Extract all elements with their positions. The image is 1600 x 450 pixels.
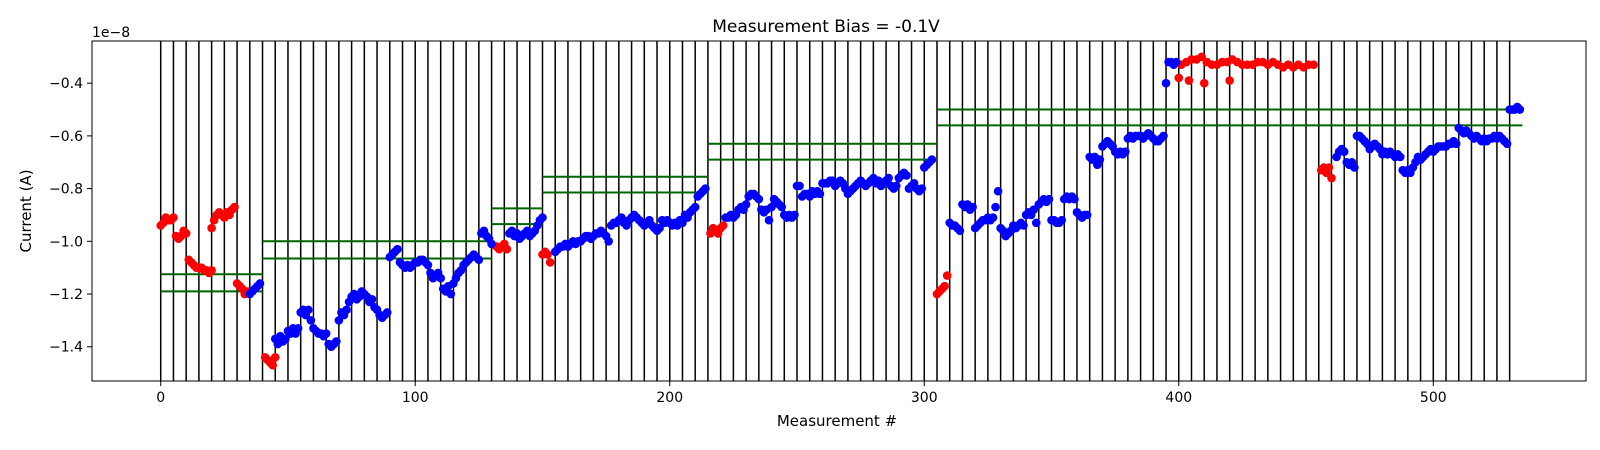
- y-tick-label: −1.2: [49, 287, 83, 303]
- data-point-blue: [474, 255, 484, 265]
- data-point-blue: [955, 226, 965, 236]
- data-point-blue: [988, 213, 998, 222]
- data-point-blue: [754, 194, 764, 204]
- data-point-blue: [604, 237, 613, 246]
- x-axis: 0 100 200 300 400 500: [156, 381, 1447, 406]
- data-point-blue: [1019, 221, 1028, 230]
- y-axis-title: Current (A): [17, 169, 35, 252]
- data-point-red: [169, 213, 178, 222]
- data-point-red: [1324, 163, 1334, 172]
- data-point-blue: [304, 305, 313, 315]
- data-point-red: [940, 281, 949, 291]
- x-tick-label: 200: [656, 390, 683, 406]
- data-point-red: [268, 360, 278, 370]
- data-point-blue: [255, 279, 265, 288]
- data-point-blue: [1070, 194, 1079, 204]
- data-point-blue: [991, 202, 1000, 212]
- data-points: [156, 52, 1525, 370]
- data-point-blue: [446, 289, 456, 299]
- data-point-blue: [436, 273, 445, 283]
- data-point-blue: [902, 171, 911, 180]
- data-point-blue: [764, 215, 774, 225]
- chart-title: Measurement Bias = -0.1V: [712, 17, 940, 37]
- data-point-red: [543, 250, 552, 259]
- data-point-blue: [1031, 218, 1041, 228]
- data-point-blue: [993, 186, 1003, 196]
- data-point-blue: [1395, 152, 1405, 162]
- data-point-blue: [1502, 139, 1512, 149]
- data-point-blue: [927, 155, 937, 164]
- data-point-blue: [393, 244, 402, 254]
- data-point-blue: [1515, 105, 1525, 114]
- data-point-blue: [342, 305, 351, 315]
- y-axis: −0.4 −0.6 −0.8 −1.0 −1.2 −1.4: [49, 76, 92, 356]
- y-tick-label: −0.6: [49, 129, 83, 145]
- data-point-blue: [1350, 163, 1359, 172]
- data-point-blue: [1161, 78, 1171, 88]
- x-tick-label: 300: [911, 390, 938, 406]
- data-point-blue: [701, 184, 710, 193]
- boundary-lines: [159, 41, 1511, 381]
- data-point-blue: [741, 200, 751, 209]
- data-point-blue: [917, 184, 927, 193]
- y-tick-label: −0.4: [49, 76, 83, 92]
- data-point-red: [1225, 76, 1234, 85]
- y-tick-label: −1.0: [49, 234, 83, 250]
- data-point-blue: [332, 337, 341, 346]
- data-point-red: [1309, 60, 1318, 70]
- data-point-blue: [293, 323, 303, 333]
- data-point-blue: [1121, 147, 1130, 156]
- data-point-blue: [968, 202, 977, 212]
- data-point-blue: [423, 260, 433, 270]
- data-point-red: [545, 258, 555, 267]
- y-tick-label: −0.8: [49, 182, 83, 198]
- data-point-blue: [538, 213, 547, 222]
- data-point-blue: [487, 239, 496, 249]
- data-point-blue: [815, 189, 825, 199]
- data-point-blue: [1339, 147, 1349, 156]
- data-point-red: [1199, 78, 1209, 88]
- data-point-red: [181, 229, 191, 238]
- data-point-blue: [382, 308, 392, 317]
- data-point-blue: [891, 181, 901, 191]
- data-point-blue: [321, 329, 331, 338]
- data-point-blue: [1057, 215, 1067, 225]
- x-tick-label: 500: [1420, 390, 1447, 406]
- data-point-red: [502, 244, 512, 254]
- data-point-blue: [1451, 139, 1461, 149]
- x-axis-title: Measurement #: [777, 412, 897, 430]
- data-point-blue: [795, 181, 804, 191]
- data-point-red: [942, 271, 952, 280]
- data-point-blue: [884, 173, 893, 183]
- data-point-red: [230, 202, 239, 212]
- y-tick-label: −1.4: [49, 340, 83, 356]
- data-point-blue: [1159, 131, 1168, 141]
- x-tick-label: 400: [1165, 390, 1192, 406]
- data-point-red: [207, 223, 216, 233]
- data-point-blue: [1171, 57, 1181, 67]
- data-point-blue: [690, 202, 700, 212]
- y-scale-label: 1e−8: [92, 25, 130, 41]
- data-point-red: [270, 352, 280, 362]
- data-point-blue: [306, 316, 316, 325]
- data-point-blue: [1044, 194, 1054, 204]
- data-point-red: [1174, 73, 1184, 83]
- data-point-blue: [790, 210, 799, 220]
- data-point-blue: [1095, 155, 1105, 164]
- x-tick-label: 0: [156, 390, 165, 406]
- data-point-blue: [367, 294, 377, 304]
- data-point-blue: [777, 202, 787, 212]
- reference-lines: [160, 108, 1523, 293]
- data-point-blue: [1082, 210, 1092, 220]
- data-point-red: [1184, 76, 1194, 85]
- data-point-red: [718, 221, 728, 230]
- x-tick-label: 100: [402, 390, 429, 406]
- plot-area-frame: [91, 40, 1587, 382]
- data-point-red: [1327, 173, 1336, 183]
- data-point-red: [207, 266, 216, 275]
